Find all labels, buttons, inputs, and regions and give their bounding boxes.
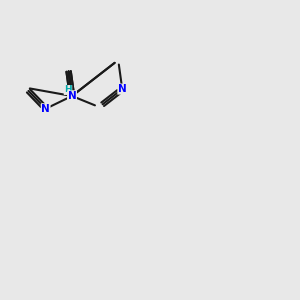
Text: N: N <box>118 84 127 94</box>
Text: N: N <box>68 91 76 101</box>
Text: N: N <box>41 104 50 114</box>
Text: N: N <box>68 91 76 101</box>
Text: H: H <box>64 85 72 94</box>
